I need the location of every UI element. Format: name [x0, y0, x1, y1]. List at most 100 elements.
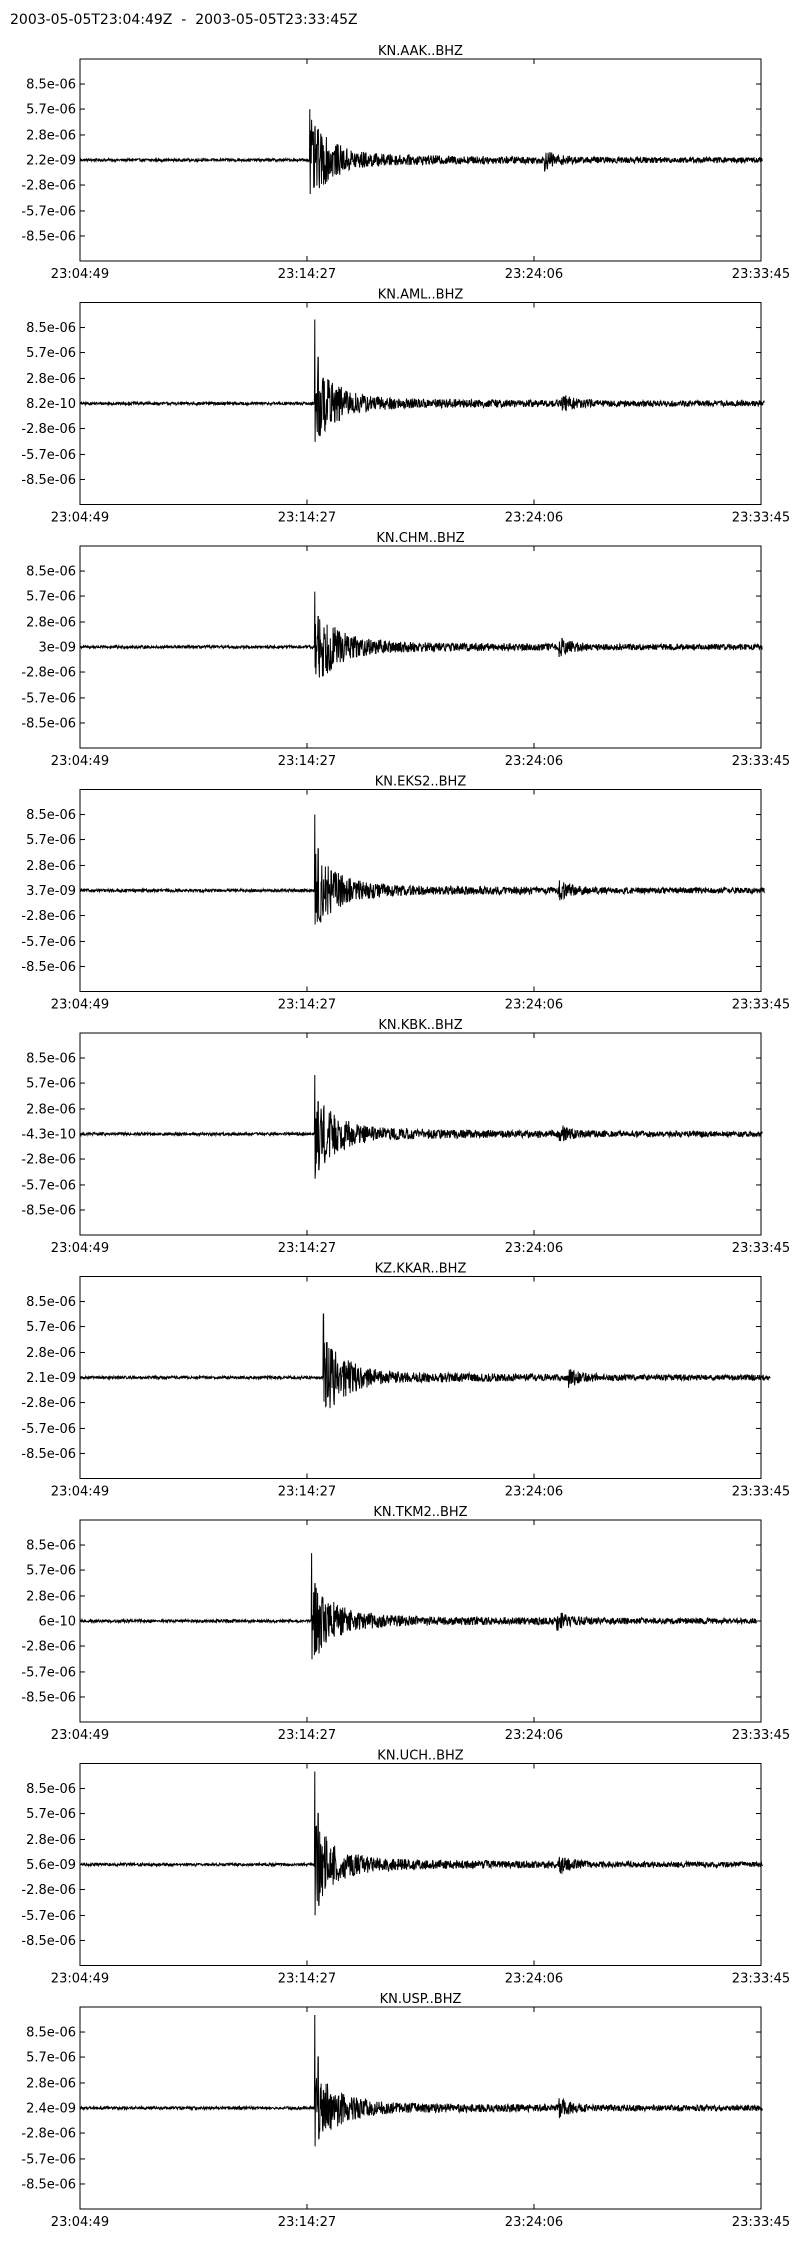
y-tick-label: 2.8e-06 — [26, 1346, 76, 1361]
x-tick-label: 23:04:49 — [51, 1728, 109, 1743]
x-tick-label: 23:24:06 — [505, 1485, 563, 1500]
series-trace — [79, 109, 763, 195]
x-tick-label: 23:24:06 — [505, 754, 563, 769]
y-tick-label: 5.6e-09 — [26, 1858, 76, 1873]
x-tick-label: 23:14:27 — [278, 1972, 336, 1987]
x-tick-label: 23:14:27 — [278, 1241, 336, 1256]
y-tick-label: -8.5e-06 — [21, 473, 76, 488]
y-tick-label: -2.8e-06 — [21, 909, 76, 924]
x-tick-label: 23:04:49 — [51, 1241, 109, 1256]
series-trace — [79, 814, 765, 925]
x-tick-label: 23:24:06 — [505, 998, 563, 1013]
y-tick-label: -8.5e-06 — [21, 1203, 76, 1218]
x-tick-label: 23:04:49 — [51, 754, 109, 769]
y-tick-label: 2.2e-09 — [26, 154, 76, 169]
y-tick-label: 2.8e-06 — [26, 859, 76, 874]
x-tick-label: 23:14:27 — [278, 2215, 336, 2230]
y-tick-label: -8.5e-06 — [21, 2177, 76, 2192]
x-tick-label: 23:14:27 — [278, 1485, 336, 1500]
x-tick-label: 23:33:45 — [732, 1485, 790, 1500]
x-tick-label: 23:24:06 — [505, 1972, 563, 1987]
y-tick-label: 5.7e-06 — [26, 103, 76, 118]
y-tick-label: 5.7e-06 — [26, 1077, 76, 1092]
series-trace — [79, 1553, 757, 1660]
y-tick-label: 2.4e-09 — [26, 2102, 76, 2117]
y-tick-label: -4.3e-10 — [21, 1128, 76, 1143]
y-tick-label: 8.2e-10 — [26, 397, 76, 412]
x-tick-label: 23:33:45 — [732, 1728, 790, 1743]
y-tick-label: 5.7e-06 — [26, 1807, 76, 1822]
x-tick-label: 23:33:45 — [732, 1241, 790, 1256]
y-tick-label: -2.8e-06 — [21, 179, 76, 194]
y-tick-label: 6e-10 — [38, 1615, 76, 1630]
y-tick-label: 2.8e-06 — [26, 1589, 76, 1604]
y-tick-label: 5.7e-06 — [26, 1564, 76, 1579]
y-tick-label: -5.7e-06 — [21, 204, 76, 219]
y-tick-label: 2.8e-06 — [26, 372, 76, 387]
panel-title: KN.AML..BHZ — [378, 288, 464, 303]
y-tick-label: 8.5e-06 — [26, 1052, 76, 1067]
x-tick-label: 23:33:45 — [732, 1972, 790, 1987]
y-tick-label: 2.8e-06 — [26, 1102, 76, 1117]
y-tick-label: 8.5e-06 — [26, 321, 76, 336]
x-tick-label: 23:04:49 — [51, 998, 109, 1013]
y-tick-label: -8.5e-06 — [21, 960, 76, 975]
y-tick-label: 8.5e-06 — [26, 1782, 76, 1797]
series-trace — [79, 591, 763, 678]
x-tick-label: 23:33:45 — [732, 511, 790, 526]
y-tick-label: -2.8e-06 — [21, 666, 76, 681]
x-tick-label: 23:04:49 — [51, 1485, 109, 1500]
y-tick-label: 8.5e-06 — [26, 2026, 76, 2041]
y-tick-label: 8.5e-06 — [26, 1539, 76, 1554]
y-tick-label: 3.7e-09 — [26, 884, 76, 899]
y-tick-label: -2.8e-06 — [21, 1153, 76, 1168]
x-tick-label: 23:04:49 — [51, 511, 109, 526]
y-tick-label: -5.7e-06 — [21, 1178, 76, 1193]
series-trace — [79, 1771, 763, 1916]
y-tick-label: -8.5e-06 — [21, 1447, 76, 1462]
y-tick-label: 5.7e-06 — [26, 346, 76, 361]
y-tick-label: 5.7e-06 — [26, 1320, 76, 1335]
x-tick-label: 23:33:45 — [732, 267, 790, 282]
x-tick-label: 23:14:27 — [278, 1728, 336, 1743]
y-tick-label: -5.7e-06 — [21, 2152, 76, 2167]
y-tick-label: -5.7e-06 — [21, 448, 76, 463]
x-tick-label: 23:04:49 — [51, 1972, 109, 1987]
y-tick-label: -5.7e-06 — [21, 1665, 76, 1680]
y-tick-label: 8.5e-06 — [26, 565, 76, 580]
y-tick-label: 3e-09 — [38, 641, 76, 656]
y-tick-label: -2.8e-06 — [21, 1640, 76, 1655]
series-trace — [79, 2014, 763, 2147]
panel-title: KN.USP..BHZ — [380, 1992, 462, 2007]
y-tick-label: 2.8e-06 — [26, 128, 76, 143]
panel-title: KN.EKS2..BHZ — [375, 775, 467, 790]
y-tick-label: -5.7e-06 — [21, 1422, 76, 1437]
x-tick-label: 23:04:49 — [51, 267, 109, 282]
y-tick-label: -2.8e-06 — [21, 1883, 76, 1898]
panel-title: KZ.KKAR..BHZ — [375, 1262, 467, 1277]
y-tick-label: 2.1e-09 — [26, 1371, 76, 1386]
x-tick-label: 23:14:27 — [278, 754, 336, 769]
y-tick-label: -8.5e-06 — [21, 1690, 76, 1705]
series-trace — [79, 1313, 771, 1409]
y-tick-label: 2.8e-06 — [26, 615, 76, 630]
y-tick-label: 8.5e-06 — [26, 1295, 76, 1310]
x-tick-label: 23:14:27 — [278, 511, 336, 526]
x-tick-label: 23:14:27 — [278, 267, 336, 282]
y-tick-label: -2.8e-06 — [21, 1396, 76, 1411]
y-tick-label: 2.8e-06 — [26, 1833, 76, 1848]
x-tick-label: 23:33:45 — [732, 998, 790, 1013]
page-title: 2003-05-05T23:04:49Z - 2003-05-05T23:33:… — [10, 12, 358, 28]
series-trace — [79, 1074, 763, 1179]
y-tick-label: 5.7e-06 — [26, 590, 76, 605]
y-tick-label: -8.5e-06 — [21, 229, 76, 244]
panel-title: KN.CHM..BHZ — [376, 531, 464, 546]
x-tick-label: 23:24:06 — [505, 2215, 563, 2230]
panel-title: KN.TKM2..BHZ — [373, 1505, 467, 1520]
y-tick-label: -2.8e-06 — [21, 2127, 76, 2142]
panel-title: KN.UCH..BHZ — [377, 1749, 463, 1764]
x-tick-label: 23:24:06 — [505, 1728, 563, 1743]
y-tick-label: -2.8e-06 — [21, 422, 76, 437]
y-tick-label: 5.7e-06 — [26, 833, 76, 848]
y-tick-label: 2.8e-06 — [26, 2076, 76, 2091]
